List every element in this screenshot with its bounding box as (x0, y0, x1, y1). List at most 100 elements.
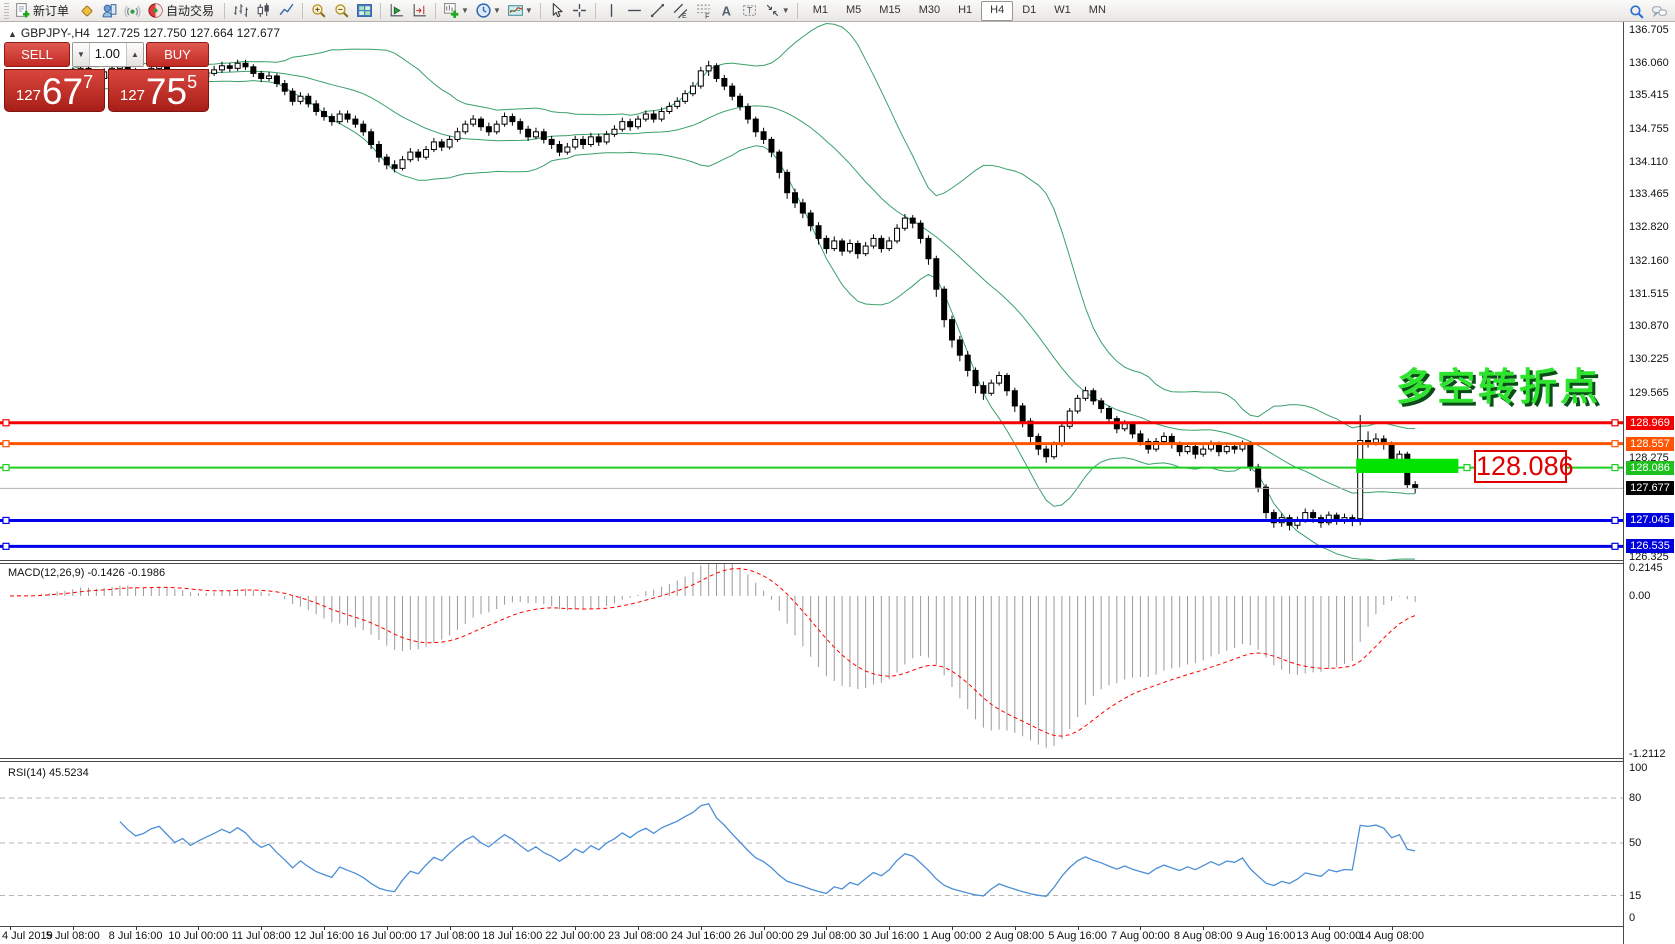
styler-button[interactable] (75, 1, 98, 21)
price-axis-label: 136.705 (1629, 24, 1669, 36)
macd-signal-line (9, 568, 1416, 737)
sell-price-button[interactable]: 127 67 7 (4, 69, 105, 112)
search-icon[interactable] (1625, 1, 1648, 21)
chart-shift-icon (411, 2, 428, 19)
signal-icon (124, 2, 141, 19)
cursor-button[interactable] (545, 1, 568, 21)
buy-price-big: 75 (145, 71, 188, 112)
chat-icon[interactable] (1648, 1, 1671, 21)
channel-button[interactable]: E (669, 1, 692, 21)
text-button[interactable]: A (715, 1, 738, 21)
price-axis-label: 133.465 (1629, 188, 1669, 201)
hline-button[interactable] (623, 1, 646, 21)
rsi-line (119, 802, 1416, 897)
price-level-callout[interactable]: 128.086 (1474, 450, 1574, 483)
chevron-down-icon[interactable]: ▼ (524, 6, 533, 15)
svg-text:F: F (705, 13, 709, 19)
time-axis-tick (889, 927, 891, 930)
buy-price-button[interactable]: 127 75 5 (108, 69, 209, 112)
time-axis-label: 17 Jul 08:00 (419, 930, 480, 942)
sell-button[interactable]: SELL (4, 42, 70, 67)
timeframe-button-m15[interactable]: M15 (879, 3, 901, 16)
chevron-down-icon[interactable]: ▼ (492, 6, 501, 15)
time-axis-tick (952, 927, 953, 930)
tile-windows-icon (356, 2, 373, 19)
price-line-badge: 128.969 (1626, 415, 1674, 430)
price-line-badge: 128.086 (1626, 460, 1674, 475)
rsi-label: RSI(14) 45.5234 (8, 767, 89, 779)
tile-windows-button[interactable] (353, 1, 376, 21)
time-axis-tick (10, 927, 11, 930)
panel-separator[interactable] (0, 758, 1623, 762)
timeframe-button-w1[interactable]: W1 (1054, 3, 1071, 16)
vline-icon (603, 2, 620, 19)
turning-zone-rect[interactable] (1356, 458, 1459, 473)
time-axis[interactable]: 4 Jul 2019 5 Jul 08:00 8 Jul 16:00 10 Jul 0… (0, 926, 1623, 944)
time-axis-tick (1391, 927, 1393, 930)
buy-button[interactable]: BUY (146, 42, 209, 67)
bar-chart-button[interactable] (229, 1, 252, 21)
timeframe-button-d1[interactable]: D1 (1022, 3, 1037, 16)
line-chart-button[interactable] (275, 1, 298, 21)
timeframe-button-h4[interactable]: H4 (981, 0, 1014, 21)
main-chart[interactable] (0, 22, 1623, 560)
profiles-icon (101, 2, 118, 19)
time-axis-tick (1140, 927, 1142, 930)
timeframe-button-h1[interactable]: H1 (958, 3, 973, 16)
time-axis-label: 22 Jul 00:00 (545, 930, 606, 942)
new-chart-button[interactable]: ▼ (440, 1, 472, 21)
chevron-down-icon[interactable]: ▼ (781, 6, 790, 15)
volume-stepper: ▼ 1.00 ▲ (72, 42, 144, 67)
vline-button[interactable] (600, 1, 623, 21)
chevron-down-icon[interactable]: ▼ (461, 6, 469, 15)
profiles-button[interactable] (98, 1, 121, 21)
crosshair-button[interactable] (568, 1, 591, 21)
price-axis-label: 132.820 (1629, 221, 1669, 234)
one-click-trade-panel: SELL ▼ 1.00 ▲ BUY 127 67 7 127 75 5 (4, 42, 209, 112)
toolbar-separator (435, 2, 437, 19)
panel-separator[interactable] (0, 560, 1623, 564)
signal-button[interactable] (121, 1, 144, 21)
period-clock-button[interactable]: ▼ (472, 1, 504, 21)
time-axis-label: 4 Jul 2019 (2, 930, 53, 942)
timeframe-button-m1[interactable]: M1 (812, 3, 828, 16)
indicators-button[interactable]: ▼ (504, 1, 536, 21)
volume-decrease-button[interactable]: ▼ (73, 43, 90, 66)
timeframe-button-m5[interactable]: M5 (846, 3, 862, 16)
timeframe-button-m30[interactable]: M30 (918, 3, 941, 16)
toolbar-button-label: 自动交易 (166, 4, 215, 18)
label-button[interactable]: T (738, 1, 761, 21)
rsi-axis-label: 100 (1629, 762, 1648, 774)
fibonacci-icon: F (695, 2, 712, 19)
trendline-button[interactable] (646, 1, 669, 21)
volume-increase-button[interactable]: ▲ (126, 43, 143, 66)
chart-shift-button[interactable] (408, 1, 431, 21)
timeframe-button-mn[interactable]: MN (1088, 3, 1106, 16)
time-axis-tick (135, 927, 137, 930)
sell-price-prefix: 127 (15, 87, 41, 104)
macd-panel (0, 564, 1623, 758)
candlestick-button[interactable] (252, 1, 275, 21)
price-axis-label: 134.110 (1629, 155, 1668, 168)
volume-value[interactable]: 1.00 (94, 46, 120, 61)
arrows-button[interactable]: ▼ (761, 1, 793, 21)
price-lines[interactable] (0, 419, 1623, 550)
time-axis-label: 18 Jul 16:00 (482, 930, 543, 942)
price-axis-label: 134.755 (1629, 123, 1669, 135)
time-axis-label: 2 Aug 08:00 (985, 930, 1045, 942)
time-axis-label: 1 Aug 00:00 (922, 930, 982, 942)
price-axis[interactable]: 136.705 136.060 135.415 134.755 134.110 133.4… (1623, 22, 1675, 944)
auto-scroll-button[interactable] (385, 1, 408, 21)
new-order-button[interactable]: 新订单 (11, 1, 75, 21)
zoom-out-button[interactable] (330, 1, 353, 21)
fibonacci-button[interactable]: F (692, 1, 715, 21)
zoom-in-button[interactable] (307, 1, 330, 21)
rsi-axis-label: 0 (1629, 912, 1636, 924)
time-axis-label: 29 Jul 08:00 (796, 930, 857, 942)
time-axis-tick (512, 927, 514, 930)
collapse-panel-icon[interactable]: ▲ (8, 29, 17, 39)
time-axis-label: 12 Jul 16:00 (294, 930, 354, 942)
autotrading-button[interactable]: 自动交易 (144, 1, 220, 21)
channel-icon: E (672, 2, 689, 19)
